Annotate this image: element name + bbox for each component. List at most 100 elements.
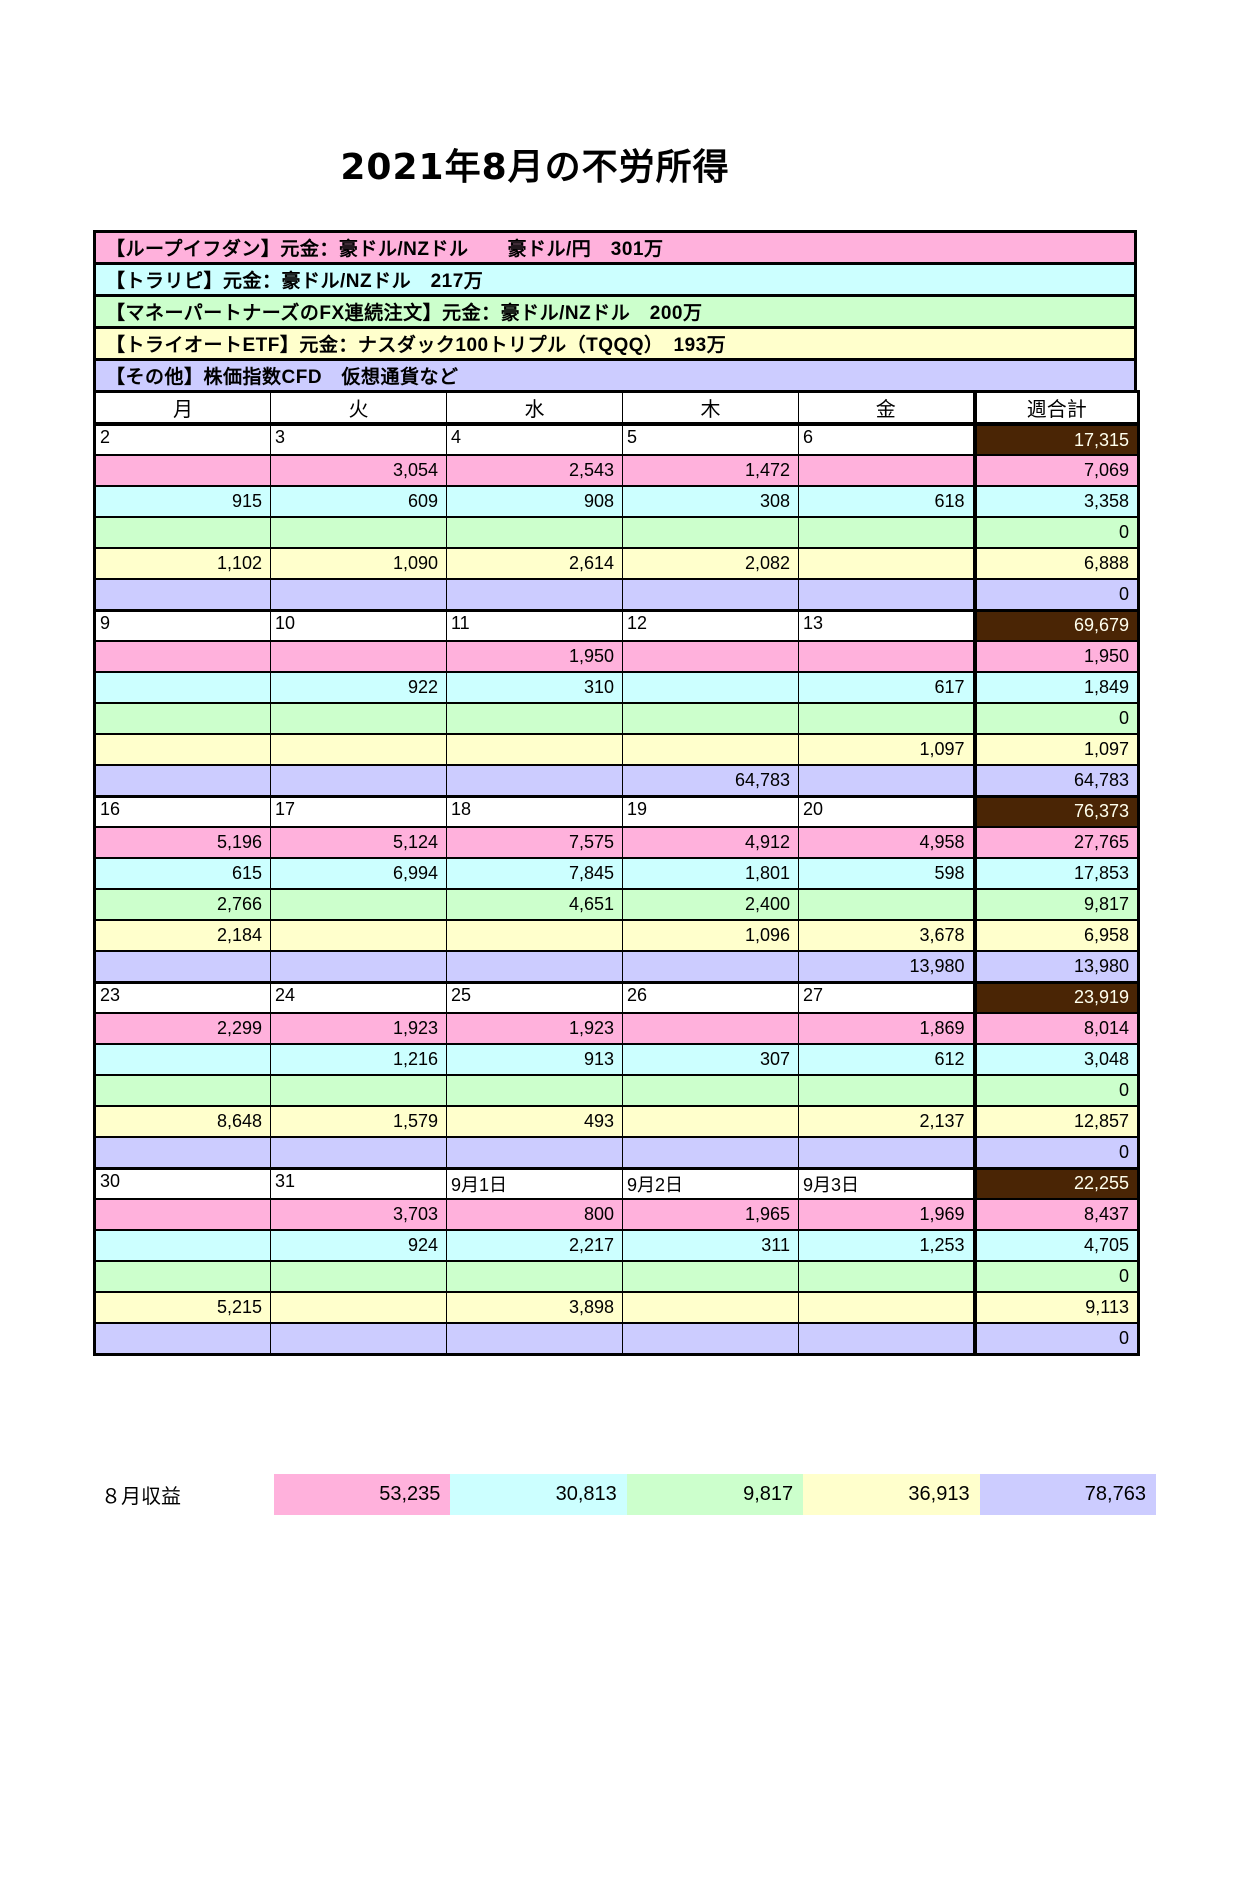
column-header-4: 金	[798, 391, 975, 426]
value-cell: 13,980	[798, 950, 975, 983]
value-cell	[446, 1260, 623, 1293]
date-cell: 19	[622, 794, 799, 828]
legend: 【ループイフダン】元金：豪ドル/NZドル 豪ドル/円 301万【トラリピ】元金：…	[93, 230, 1137, 393]
value-cell: 2,614	[446, 547, 623, 580]
week-5-purple-row: 0	[94, 1322, 1139, 1355]
value-cell	[446, 950, 623, 983]
week-2-green-row: 0	[94, 702, 1139, 735]
calendar-table: 月火水木金週合計 2 3 4 5 6 17,315 3,054 2,543 1,472 7,069…	[93, 390, 1140, 1356]
date-cell: 9	[94, 608, 271, 642]
week-total-cell: 22,255	[972, 1166, 1139, 1200]
week-4-green-row: 0	[94, 1074, 1139, 1107]
week-3-green-row: 2,766 4,651 2,400 9,817	[94, 888, 1139, 921]
value-cell: 5,124	[270, 826, 447, 859]
value-cell	[798, 1136, 975, 1169]
value-cell: 1,950	[446, 640, 623, 673]
row-total-cell: 1,849	[972, 671, 1139, 704]
value-cell: 1,801	[622, 857, 799, 890]
value-cell	[622, 671, 799, 704]
value-cell: 1,102	[94, 547, 271, 580]
value-cell	[798, 702, 975, 735]
date-cell: 16	[94, 794, 271, 828]
legend-row-pink: 【ループイフダン】元金：豪ドル/NZドル 豪ドル/円 301万	[93, 230, 1137, 265]
value-cell: 612	[798, 1043, 975, 1076]
date-cell: 2	[94, 422, 271, 456]
row-total-cell: 0	[972, 516, 1139, 549]
week-4-date-row: 23 24 25 26 27 23,919	[94, 980, 1139, 1014]
value-cell: 4,958	[798, 826, 975, 859]
column-header-3: 木	[622, 391, 799, 426]
value-cell: 3,678	[798, 919, 975, 952]
date-cell: 12	[622, 608, 799, 642]
week-5-date-row: 30 31 9月1日 9月2日 9月3日 22,255	[94, 1166, 1139, 1200]
value-cell: 2,299	[94, 1012, 271, 1045]
week-total-cell: 69,679	[972, 608, 1139, 642]
value-cell	[798, 547, 975, 580]
value-cell	[94, 702, 271, 735]
legend-label: 【トラリピ】元金：豪ドル/NZドル 217万	[106, 271, 484, 292]
week-1-cyan-row: 915 609 908 308 618 3,358	[94, 485, 1139, 518]
value-cell: 3,898	[446, 1291, 623, 1324]
week-2-pink-row: 1,950 1,950	[94, 640, 1139, 673]
date-cell: 25	[446, 980, 623, 1014]
value-cell: 2,766	[94, 888, 271, 921]
value-cell	[798, 454, 975, 487]
week-5-pink-row: 3,703 800 1,965 1,969 8,437	[94, 1198, 1139, 1231]
date-cell: 3	[270, 422, 447, 456]
row-total-cell: 8,437	[972, 1198, 1139, 1231]
summary-cell-cyan: 30,813	[450, 1473, 627, 1515]
row-total-cell: 1,097	[972, 733, 1139, 766]
week-1-purple-row: 0	[94, 578, 1139, 611]
value-cell	[270, 1322, 447, 1355]
date-cell: 13	[798, 608, 975, 642]
value-cell	[94, 671, 271, 704]
value-cell	[270, 702, 447, 735]
value-cell	[622, 950, 799, 983]
column-header-1: 火	[270, 391, 447, 426]
value-cell	[622, 733, 799, 766]
value-cell	[798, 640, 975, 673]
value-cell: 493	[446, 1105, 623, 1138]
value-cell	[622, 1291, 799, 1324]
value-cell	[270, 640, 447, 673]
week-4-cyan-row: 1,216 913 307 612 3,048	[94, 1043, 1139, 1076]
value-cell	[446, 764, 623, 797]
row-total-cell: 13,980	[972, 950, 1139, 983]
date-cell: 9月2日	[622, 1166, 799, 1200]
value-cell	[622, 578, 799, 611]
row-total-cell: 9,113	[972, 1291, 1139, 1324]
value-cell: 311	[622, 1229, 799, 1262]
value-cell	[94, 454, 271, 487]
value-cell: 6,994	[270, 857, 447, 890]
date-cell: 5	[622, 422, 799, 456]
value-cell	[446, 1136, 623, 1169]
row-total-cell: 4,705	[972, 1229, 1139, 1262]
value-cell: 617	[798, 671, 975, 704]
row-total-cell: 12,857	[972, 1105, 1139, 1138]
date-cell: 30	[94, 1166, 271, 1200]
value-cell: 618	[798, 485, 975, 518]
value-cell: 307	[622, 1043, 799, 1076]
value-cell: 915	[94, 485, 271, 518]
summary-cell-yellow: 36,913	[803, 1473, 980, 1515]
date-cell: 27	[798, 980, 975, 1014]
legend-row-purple: 【その他】株価指数CFD 仮想通貨など	[93, 358, 1137, 393]
value-cell: 8,648	[94, 1105, 271, 1138]
date-cell: 18	[446, 794, 623, 828]
row-total-cell: 0	[972, 1074, 1139, 1107]
week-4-purple-row: 0	[94, 1136, 1139, 1169]
value-cell	[94, 578, 271, 611]
value-cell: 3,054	[270, 454, 447, 487]
value-cell: 1,923	[270, 1012, 447, 1045]
row-total-cell: 0	[972, 578, 1139, 611]
value-cell	[446, 733, 623, 766]
value-cell: 2,400	[622, 888, 799, 921]
value-cell: 1,923	[446, 1012, 623, 1045]
value-cell: 7,845	[446, 857, 623, 890]
week-5-yellow-row: 5,215 3,898 9,113	[94, 1291, 1139, 1324]
value-cell	[94, 764, 271, 797]
row-total-cell: 0	[972, 702, 1139, 735]
value-cell: 2,082	[622, 547, 799, 580]
value-cell	[446, 702, 623, 735]
date-cell: 11	[446, 608, 623, 642]
